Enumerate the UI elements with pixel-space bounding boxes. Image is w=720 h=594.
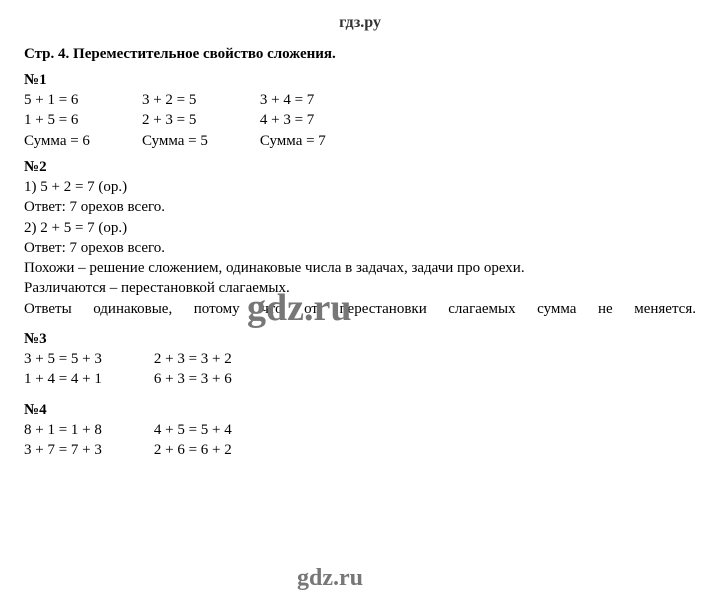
expression: 2 + 3 = 3 + 2 <box>154 349 232 369</box>
site-logo: гдз.ру <box>24 12 696 34</box>
task-4-columns: 8 + 1 = 1 + 8 3 + 7 = 7 + 3 4 + 5 = 5 + … <box>24 420 696 461</box>
task-2-explain: Различаются – перестановкой слагаемых. <box>24 278 696 298</box>
expression: 4 + 3 = 7 <box>260 110 326 130</box>
task-4-col-2: 4 + 5 = 5 + 4 2 + 6 = 6 + 2 <box>154 420 232 461</box>
task-3-col-1: 3 + 5 = 5 + 3 1 + 4 = 4 + 1 <box>24 349 102 390</box>
task-2-answer: Ответ: 7 орехов всего. <box>24 238 696 258</box>
task-1-columns: 5 + 1 = 6 1 + 5 = 6 Сумма = 6 3 + 2 = 5 … <box>24 90 696 151</box>
task-4-number: №4 <box>24 400 696 420</box>
expression: 2 + 6 = 6 + 2 <box>154 440 232 460</box>
expression: 3 + 4 = 7 <box>260 90 326 110</box>
task-2-explain: Похожи – решение сложением, одинаковые ч… <box>24 258 696 278</box>
task-2-number: №2 <box>24 157 696 177</box>
task-1-col-2: 3 + 2 = 5 2 + 3 = 5 Сумма = 5 <box>142 90 208 151</box>
task-1-number: №1 <box>24 70 696 90</box>
sum-label: Сумма = 5 <box>142 131 208 151</box>
expression: 3 + 2 = 5 <box>142 90 208 110</box>
task-1-col-3: 3 + 4 = 7 4 + 3 = 7 Сумма = 7 <box>260 90 326 151</box>
page-title: Стр. 4. Переместительное свойство сложен… <box>24 44 696 64</box>
sum-label: Сумма = 7 <box>260 131 326 151</box>
expression: 4 + 5 = 5 + 4 <box>154 420 232 440</box>
task-3-col-2: 2 + 3 = 3 + 2 6 + 3 = 3 + 6 <box>154 349 232 390</box>
task-3: №3 3 + 5 = 5 + 3 1 + 4 = 4 + 1 2 + 3 = 3… <box>24 329 696 390</box>
task-2-line: 2) 2 + 5 = 7 (ор.) <box>24 218 696 238</box>
watermark-text: gdz.ru <box>297 562 363 594</box>
task-1-col-1: 5 + 1 = 6 1 + 5 = 6 Сумма = 6 <box>24 90 90 151</box>
task-4-col-1: 8 + 1 = 1 + 8 3 + 7 = 7 + 3 <box>24 420 102 461</box>
expression: 2 + 3 = 5 <box>142 110 208 130</box>
expression: 3 + 5 = 5 + 3 <box>24 349 102 369</box>
task-2-line: 1) 5 + 2 = 7 (ор.) <box>24 177 696 197</box>
task-2-answer: Ответ: 7 орехов всего. <box>24 197 696 217</box>
sum-label: Сумма = 6 <box>24 131 90 151</box>
expression: 5 + 1 = 6 <box>24 90 90 110</box>
task-2-explain: Ответы одинаковые, потому что от переста… <box>24 299 696 319</box>
task-4: №4 8 + 1 = 1 + 8 3 + 7 = 7 + 3 4 + 5 = 5… <box>24 400 696 461</box>
expression: 8 + 1 = 1 + 8 <box>24 420 102 440</box>
task-3-columns: 3 + 5 = 5 + 3 1 + 4 = 4 + 1 2 + 3 = 3 + … <box>24 349 696 390</box>
expression: 1 + 4 = 4 + 1 <box>24 369 102 389</box>
expression: 6 + 3 = 3 + 6 <box>154 369 232 389</box>
expression: 1 + 5 = 6 <box>24 110 90 130</box>
expression: 3 + 7 = 7 + 3 <box>24 440 102 460</box>
task-3-number: №3 <box>24 329 696 349</box>
task-1: №1 5 + 1 = 6 1 + 5 = 6 Сумма = 6 3 + 2 =… <box>24 70 696 151</box>
task-2: №2 1) 5 + 2 = 7 (ор.) Ответ: 7 орехов вс… <box>24 157 696 319</box>
